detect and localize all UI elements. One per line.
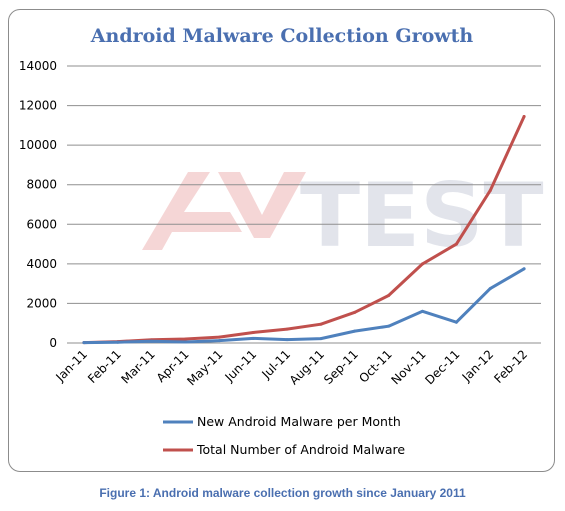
line-chart: TEST Android Malware Collection Growth 0… [19,25,544,457]
x-tick-label: May-11 [184,347,225,388]
y-tick-label: 2000 [26,296,57,310]
data-point [421,262,424,266]
data-point [285,327,289,331]
data-point [454,242,458,246]
data-point [251,331,255,335]
x-tick-label: Feb-11 [85,347,124,386]
data-point [488,287,492,291]
data-point [387,324,391,328]
x-tick-label: Jan-12 [459,347,497,385]
x-tick-label: Nov-11 [389,347,429,387]
data-point [353,329,357,333]
data-point [116,340,120,344]
data-point [217,335,221,339]
data-point [184,337,187,341]
data-point [387,294,391,298]
data-point [285,338,289,342]
x-tick-label: Aug-11 [287,347,327,387]
series-lines [82,114,526,345]
legend-label-total-malware: Total Number of Android Malware [196,442,405,457]
data-point [488,189,492,193]
x-tick-label: Feb-12 [491,347,530,386]
y-tick-label: 10000 [19,138,57,152]
series-line-total-malware [82,115,526,345]
data-point [319,337,323,341]
y-tick-label: 12000 [19,99,57,113]
x-tick-label: Oct-11 [356,347,394,385]
data-point [82,341,86,345]
x-tick-label: Dec-11 [422,347,462,387]
x-tick-label: Mar-11 [119,347,158,386]
y-tick-label: 8000 [26,178,57,192]
data-point [217,339,221,343]
data-point [522,114,526,118]
watermark-test-text: TEST [300,164,544,267]
y-tick-label: 6000 [26,217,57,231]
x-tick-label: Jan-11 [52,347,90,385]
data-point [251,336,255,340]
data-point [421,309,424,313]
y-tick-label: 0 [49,336,57,350]
y-tick-label: 4000 [26,257,57,271]
x-tick-label: Jun-11 [222,347,260,385]
figure-caption: Figure 1: Android malware collection gro… [99,486,466,500]
data-point [319,322,323,326]
chart-title: Android Malware Collection Growth [90,25,474,47]
series-line-new-malware [82,267,526,345]
data-point [184,340,187,344]
av-test-watermark-logo: TEST [142,164,544,267]
y-tick-label: 14000 [19,59,57,73]
data-point [150,339,154,343]
data-point [353,310,357,314]
data-point [454,320,458,324]
x-tick-label: Sep-11 [321,347,361,387]
y-axis-ticks: 0 2000 4000 6000 8000 10000 12000 14000 [19,59,57,350]
watermark-a-shape [142,172,242,250]
legend-label-new-malware: New Android Malware per Month [197,414,401,429]
data-point [522,267,526,271]
chart-frame [8,9,555,472]
watermark-v-shape [218,172,306,238]
legend: New Android Malware per Month Total Numb… [163,414,405,457]
gridlines [67,65,541,344]
